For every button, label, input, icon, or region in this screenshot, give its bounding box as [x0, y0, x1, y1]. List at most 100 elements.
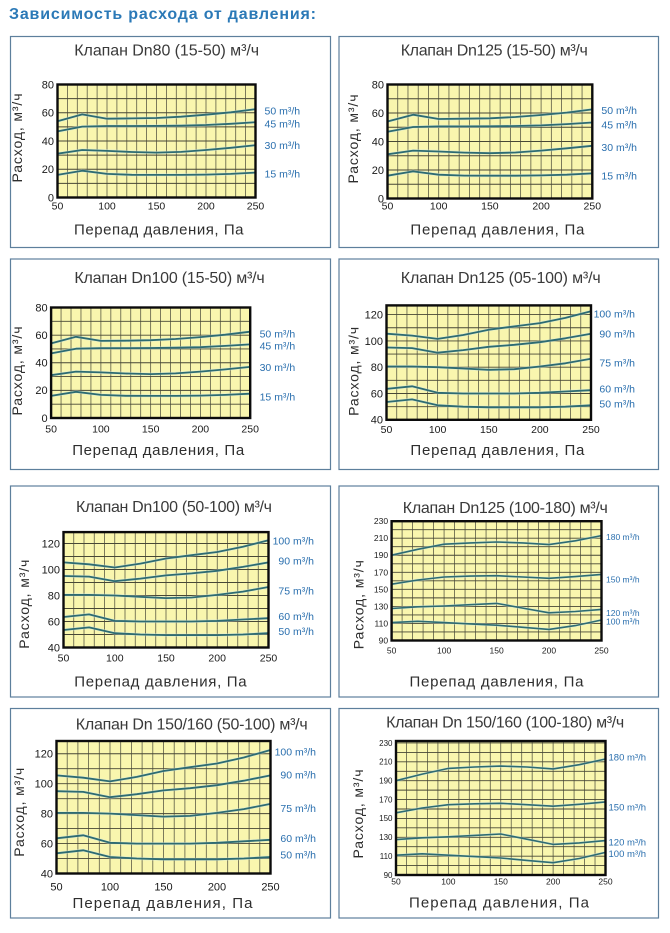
- svg-text:100 m³/h: 100 m³/h: [606, 617, 640, 627]
- svg-text:Перепад давления, Па: Перепад давления, Па: [72, 442, 245, 459]
- svg-text:230: 230: [379, 739, 393, 748]
- svg-text:Зависимость расхода от давлени: Зависимость расхода от давления:: [9, 6, 316, 23]
- svg-text:50: 50: [381, 424, 393, 436]
- svg-text:50: 50: [50, 882, 62, 894]
- svg-text:200: 200: [208, 882, 226, 894]
- svg-text:80: 80: [371, 362, 383, 374]
- svg-text:50: 50: [382, 200, 394, 212]
- svg-text:100 m³/h: 100 m³/h: [594, 309, 636, 321]
- svg-text:100: 100: [429, 424, 447, 436]
- svg-text:200: 200: [542, 645, 556, 655]
- svg-text:Клапан Dn100 (15-50) м³/ч: Клапан Dn100 (15-50) м³/ч: [74, 270, 264, 287]
- svg-text:Расход, м³/ч: Расход, м³/ч: [9, 94, 25, 183]
- svg-text:180 m³/h: 180 m³/h: [606, 532, 640, 542]
- svg-text:100: 100: [106, 653, 124, 665]
- svg-text:130: 130: [379, 833, 393, 842]
- svg-text:80: 80: [372, 79, 384, 91]
- svg-text:150: 150: [480, 424, 498, 436]
- svg-text:Клапан Dn100 (50-100) м³/ч: Клапан Dn100 (50-100) м³/ч: [76, 499, 272, 516]
- svg-text:150: 150: [154, 882, 172, 894]
- svg-text:60: 60: [41, 838, 53, 850]
- svg-text:45 m³/h: 45 m³/h: [601, 120, 637, 132]
- svg-text:80: 80: [41, 808, 53, 820]
- svg-text:250: 250: [598, 877, 612, 887]
- svg-text:Клапан Dn 150/160 (50-100) м³/: Клапан Dn 150/160 (50-100) м³/ч: [76, 716, 308, 733]
- svg-text:100 m³/h: 100 m³/h: [609, 849, 647, 860]
- svg-text:210: 210: [374, 533, 388, 543]
- svg-text:170: 170: [374, 567, 388, 577]
- svg-text:50: 50: [52, 200, 64, 212]
- svg-text:100: 100: [92, 424, 110, 436]
- svg-text:150: 150: [142, 424, 160, 436]
- svg-text:50: 50: [387, 645, 397, 655]
- svg-text:40: 40: [35, 358, 47, 370]
- svg-text:Перепад давления, Па: Перепад давления, Па: [410, 442, 585, 459]
- svg-text:250: 250: [582, 424, 600, 436]
- svg-text:40: 40: [371, 415, 383, 427]
- svg-text:60: 60: [35, 330, 47, 342]
- svg-text:100: 100: [42, 564, 60, 576]
- svg-text:150: 150: [379, 814, 393, 823]
- svg-text:100: 100: [365, 336, 383, 348]
- svg-text:60: 60: [371, 388, 383, 400]
- svg-text:Расход, м³/ч: Расход, м³/ч: [16, 560, 32, 649]
- svg-text:200: 200: [531, 424, 549, 436]
- svg-text:45 m³/h: 45 m³/h: [265, 119, 301, 131]
- svg-text:90: 90: [379, 635, 389, 645]
- svg-text:80: 80: [35, 302, 47, 314]
- svg-text:Перепад давления, Па: Перепад давления, Па: [73, 895, 254, 912]
- svg-text:50 m³/h: 50 m³/h: [599, 399, 635, 411]
- svg-text:50 m³/h: 50 m³/h: [601, 105, 637, 117]
- svg-text:150 m³/h: 150 m³/h: [609, 802, 647, 813]
- svg-text:15 m³/h: 15 m³/h: [260, 392, 296, 404]
- svg-text:150 m³/h: 150 m³/h: [606, 575, 640, 585]
- svg-text:Клапан Dn125 (15-50) м³/ч: Клапан Dn125 (15-50) м³/ч: [401, 42, 588, 59]
- svg-text:100: 100: [430, 200, 448, 212]
- svg-text:130: 130: [374, 601, 388, 611]
- svg-text:30 m³/h: 30 m³/h: [260, 362, 296, 374]
- svg-text:0: 0: [378, 193, 384, 205]
- svg-text:150: 150: [481, 200, 499, 212]
- svg-text:15 m³/h: 15 m³/h: [601, 170, 637, 182]
- svg-text:60 m³/h: 60 m³/h: [278, 611, 314, 623]
- svg-text:250: 250: [247, 200, 265, 212]
- svg-text:190: 190: [374, 550, 388, 560]
- svg-text:50 m³/h: 50 m³/h: [260, 329, 296, 341]
- svg-text:120: 120: [35, 749, 53, 761]
- svg-text:170: 170: [379, 795, 393, 804]
- svg-text:Расход, м³/ч: Расход, м³/ч: [11, 768, 27, 857]
- svg-text:200: 200: [546, 877, 560, 887]
- svg-text:50: 50: [391, 877, 401, 887]
- svg-text:120: 120: [42, 538, 60, 550]
- svg-text:80: 80: [48, 590, 60, 602]
- svg-text:Расход, м³/ч: Расход, м³/ч: [351, 560, 367, 649]
- svg-text:250: 250: [241, 424, 259, 436]
- svg-text:150: 150: [148, 200, 166, 212]
- svg-text:45 m³/h: 45 m³/h: [260, 341, 296, 353]
- svg-text:150: 150: [494, 877, 508, 887]
- svg-text:90: 90: [384, 871, 393, 880]
- svg-text:30 m³/h: 30 m³/h: [265, 140, 301, 152]
- svg-text:20: 20: [372, 165, 384, 177]
- svg-text:120: 120: [365, 309, 383, 321]
- svg-text:50 m³/h: 50 m³/h: [278, 626, 314, 638]
- svg-text:50 m³/h: 50 m³/h: [265, 106, 301, 118]
- svg-text:250: 250: [594, 645, 608, 655]
- svg-text:Расход, м³/ч: Расход, м³/ч: [350, 770, 366, 859]
- svg-text:40: 40: [372, 136, 384, 148]
- svg-text:100: 100: [437, 645, 451, 655]
- svg-text:190: 190: [379, 777, 393, 786]
- svg-text:75 m³/h: 75 m³/h: [280, 803, 316, 815]
- svg-text:180 m³/h: 180 m³/h: [609, 752, 647, 763]
- svg-text:110: 110: [375, 618, 389, 628]
- svg-text:60: 60: [48, 616, 60, 628]
- svg-text:100: 100: [35, 779, 53, 791]
- svg-text:250: 250: [584, 200, 602, 212]
- svg-text:20: 20: [35, 385, 47, 397]
- svg-text:Клапан Dn125 (100-180) м³/ч: Клапан Dn125 (100-180) м³/ч: [403, 500, 608, 517]
- svg-text:200: 200: [532, 200, 550, 212]
- svg-text:60 m³/h: 60 m³/h: [599, 384, 635, 396]
- svg-text:100 m³/h: 100 m³/h: [275, 747, 317, 759]
- svg-text:250: 250: [260, 653, 278, 665]
- svg-text:50: 50: [45, 424, 57, 436]
